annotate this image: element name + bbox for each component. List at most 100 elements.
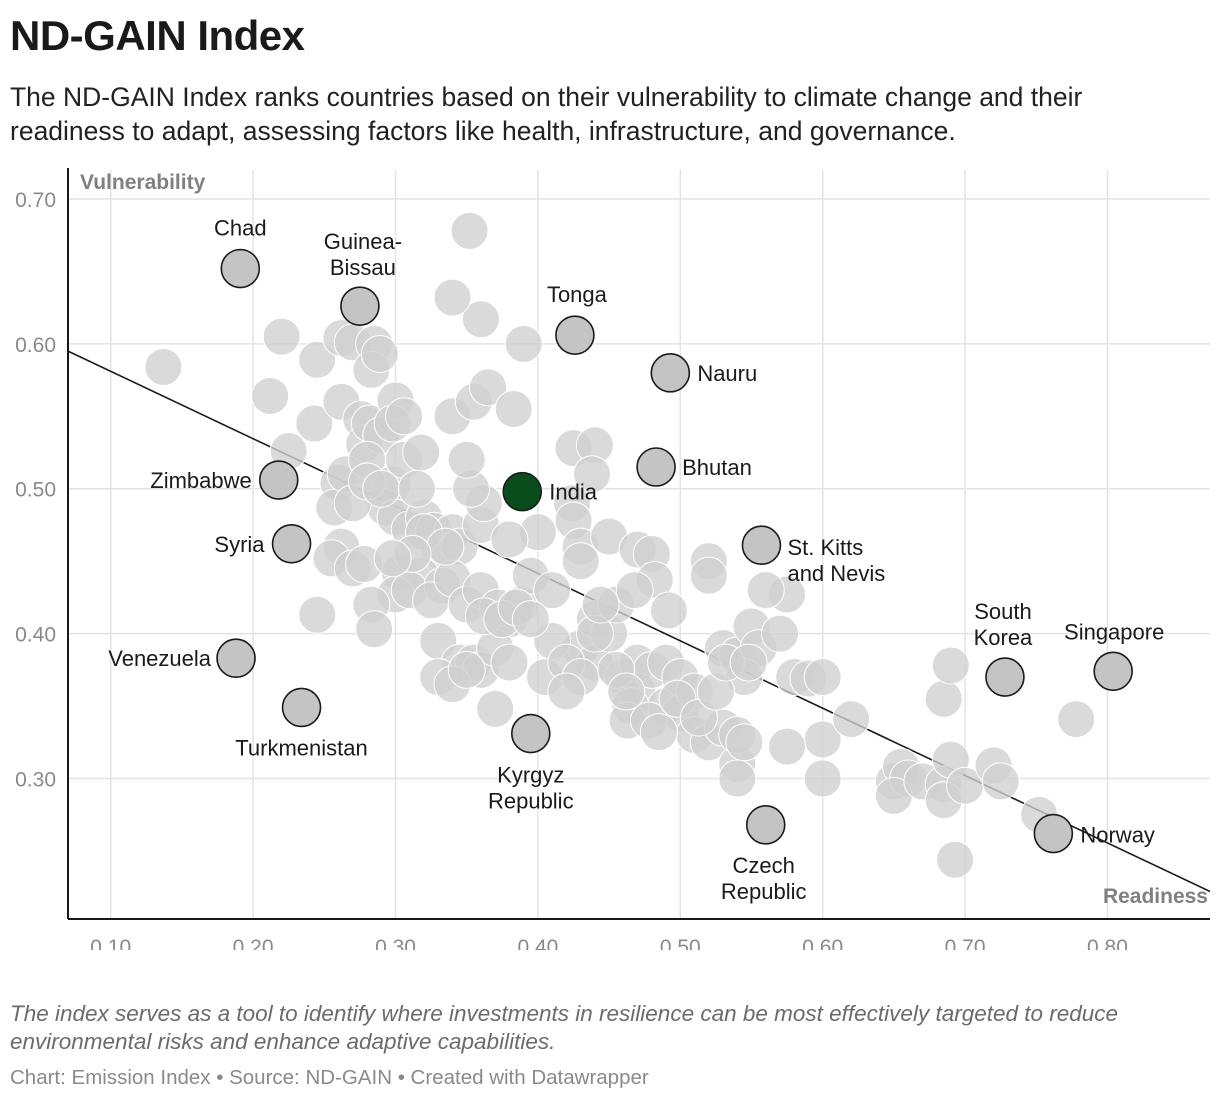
- chart-byline: Chart: Emission Index • Source: ND-GAIN …: [10, 1066, 649, 1089]
- label-zimbabwe: Zimbabwe: [150, 468, 251, 493]
- data-point: [931, 646, 970, 685]
- y-tick-label: 0.70: [15, 189, 56, 212]
- data-point: [1057, 700, 1096, 739]
- x-tick-label: 0.30: [375, 936, 416, 950]
- x-tick-label: 0.80: [1087, 936, 1128, 950]
- label-syria: Syria: [214, 532, 265, 557]
- background-points: [144, 211, 1096, 879]
- scatter-chart: 0.30 0.40 0.50 0.60 0.70 0.10 0.20 0.30 0.40 0.5…: [15, 168, 1211, 950]
- label-singapore: Singapore: [1064, 619, 1164, 644]
- point-kyrgyz-republic: [510, 713, 551, 754]
- label-venezuela: Venezuela: [108, 646, 212, 671]
- data-point: [355, 610, 394, 649]
- point-st-kitts-and-nevis: [741, 525, 782, 566]
- x-axis-title: Readiness: [1103, 885, 1208, 908]
- data-point: [689, 556, 728, 595]
- data-point: [298, 595, 337, 634]
- data-point: [373, 539, 412, 578]
- point-venezuela: [216, 638, 256, 679]
- y-tick-label: 0.60: [15, 334, 56, 357]
- x-tick-label: 0.40: [517, 936, 558, 950]
- label-tonga: Tonga: [547, 282, 608, 307]
- point-syria: [271, 523, 312, 564]
- point-nauru: [650, 353, 691, 393]
- label-st-kitts-and-nevis: St. Kitts and Nevis: [787, 535, 885, 586]
- data-point: [561, 542, 600, 581]
- data-point: [433, 278, 472, 317]
- data-point: [450, 211, 489, 250]
- y-tick-label: 0.30: [15, 768, 56, 791]
- data-point: [494, 390, 533, 429]
- label-india: India: [549, 480, 597, 505]
- label-kyrgyz-republic: Kyrgyz Republic: [488, 763, 574, 814]
- data-point: [362, 469, 401, 508]
- point-czech-republic: [745, 805, 786, 845]
- data-point: [746, 571, 785, 610]
- trend-line: [67, 350, 1211, 893]
- data-point: [649, 591, 688, 630]
- data-point: [581, 585, 620, 624]
- label-czech-republic: Czech Republic: [721, 853, 807, 904]
- data-point: [615, 571, 654, 610]
- label-nauru: Nauru: [697, 361, 757, 386]
- data-point: [469, 368, 508, 407]
- x-tick-label: 0.50: [660, 936, 701, 950]
- data-point: [573, 455, 612, 494]
- label-norway: Norway: [1080, 823, 1155, 848]
- point-turkmenistan: [281, 687, 322, 728]
- y-tick-label: 0.50: [15, 479, 56, 502]
- data-point: [360, 334, 399, 373]
- x-axis: 0.10 0.20 0.30 0.40 0.50 0.60 0.70 0.80: [68, 918, 1210, 950]
- data-point: [718, 759, 757, 798]
- data-point: [262, 317, 301, 356]
- y-axis-title: Vulnerability: [80, 171, 206, 194]
- x-tick-label: 0.20: [233, 936, 274, 950]
- data-point: [295, 404, 334, 443]
- data-point: [511, 600, 550, 639]
- data-point: [981, 762, 1020, 801]
- data-point: [504, 324, 543, 363]
- x-tick-label: 0.10: [90, 936, 131, 950]
- chart-title: ND-GAIN Index: [10, 12, 305, 59]
- point-chad: [220, 248, 261, 289]
- data-point: [803, 658, 842, 697]
- point-norway: [1033, 813, 1074, 854]
- data-point: [924, 679, 963, 718]
- labeled-points: [216, 248, 1133, 854]
- data-point: [461, 300, 500, 339]
- point-zimbabwe: [258, 460, 299, 500]
- data-point: [298, 340, 337, 379]
- data-point: [533, 571, 572, 610]
- point-bhutan: [636, 447, 676, 487]
- data-point: [397, 469, 436, 508]
- data-point: [768, 727, 807, 766]
- label-turkmenistan: Turkmenistan: [235, 735, 367, 760]
- label-south-korea: South Korea: [974, 599, 1033, 650]
- data-point: [426, 527, 465, 566]
- x-tick-label: 0.60: [802, 936, 843, 950]
- point-guinea-bissau: [340, 286, 380, 326]
- data-point: [490, 643, 529, 682]
- data-point: [639, 713, 678, 752]
- point-singapore: [1093, 651, 1133, 692]
- data-point: [385, 397, 424, 436]
- data-point: [547, 672, 586, 711]
- data-point: [476, 689, 515, 728]
- data-point: [251, 377, 290, 416]
- point-south-korea: [985, 657, 1025, 697]
- label-chad: Chad: [214, 216, 267, 241]
- point-india: [502, 471, 543, 512]
- data-point: [803, 759, 842, 798]
- data-point: [447, 440, 486, 479]
- data-point: [760, 614, 799, 653]
- label-guinea-bissau: Guinea-Bissau: [324, 229, 402, 280]
- chart-notes: The index serves as a tool to identify w…: [10, 1001, 1119, 1054]
- data-point: [144, 348, 183, 387]
- data-point: [936, 840, 975, 879]
- y-axis: 0.30 0.40 0.50 0.60 0.70: [15, 168, 69, 919]
- data-point: [447, 650, 486, 689]
- data-point: [725, 723, 764, 762]
- data-point: [832, 700, 871, 739]
- data-point: [490, 520, 529, 559]
- data-point: [402, 433, 441, 472]
